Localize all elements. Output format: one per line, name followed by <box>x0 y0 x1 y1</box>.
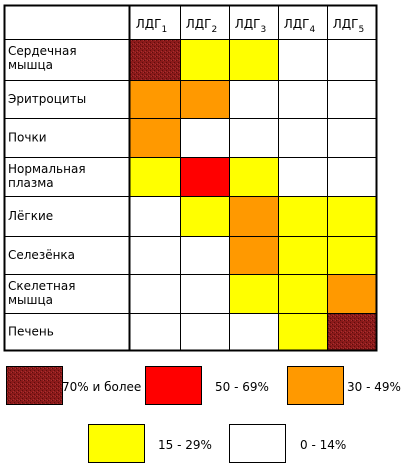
column-header-ldh3: ЛДГ3 <box>235 17 266 35</box>
cell-row7-col2 <box>180 274 229 313</box>
column-header-ldh2: ЛДГ2 <box>186 17 217 35</box>
cell-row3-col5 <box>327 118 376 157</box>
cell-row3-col4 <box>278 118 327 157</box>
cell-row6-col2 <box>180 236 229 274</box>
cell-row4-col1 <box>129 157 180 196</box>
cell-row6-col3 <box>229 236 278 274</box>
row-label-1: Сердечная мышца <box>8 44 77 72</box>
cell-row8-col5 <box>327 313 376 350</box>
cell-row3-col3 <box>229 118 278 157</box>
legend-label-5: 0 - 14% <box>300 438 346 452</box>
legend-swatch-1 <box>6 366 63 405</box>
cell-row4-col3 <box>229 157 278 196</box>
row-label-7: Скелетная мышца <box>8 279 75 307</box>
cell-row7-col1 <box>129 274 180 313</box>
cell-row7-col5 <box>327 274 376 313</box>
cell-row8-col1 <box>129 313 180 350</box>
cell-row5-col3 <box>229 196 278 236</box>
legend-label-2: 50 - 69% <box>215 380 269 394</box>
cell-row6-col1 <box>129 236 180 274</box>
legend-label-4: 15 - 29% <box>158 438 212 452</box>
row-label-6: Селезёнка <box>8 248 75 262</box>
cell-row5-col2 <box>180 196 229 236</box>
row-label-3: Почки <box>8 131 47 145</box>
cell-row2-col3 <box>229 80 278 118</box>
cell-row7-col4 <box>278 274 327 313</box>
legend-label-1: 70% и более <box>62 380 141 394</box>
cell-row1-col2 <box>180 39 229 80</box>
cell-row1-col4 <box>278 39 327 80</box>
cell-row5-col4 <box>278 196 327 236</box>
cell-row8-col2 <box>180 313 229 350</box>
cell-row2-col2 <box>180 80 229 118</box>
cell-row8-col3 <box>229 313 278 350</box>
row-label-4: Нормальная плазма <box>8 162 86 190</box>
cell-row4-col5 <box>327 157 376 196</box>
cell-row4-col2 <box>180 157 229 196</box>
cell-row1-col5 <box>327 39 376 80</box>
legend-swatch-4 <box>88 424 145 463</box>
legend-swatch-2 <box>145 366 202 405</box>
cell-row3-col2 <box>180 118 229 157</box>
column-header-ldh4: ЛДГ4 <box>284 17 316 35</box>
cell-row2-col5 <box>327 80 376 118</box>
cell-row2-col4 <box>278 80 327 118</box>
cell-row5-col1 <box>129 196 180 236</box>
column-header-ldh1: ЛДГ1 <box>136 17 167 35</box>
legend-label-3: 30 - 49% <box>347 380 401 394</box>
cell-row3-col1 <box>129 118 180 157</box>
cell-row6-col4 <box>278 236 327 274</box>
cell-row5-col5 <box>327 196 376 236</box>
row-label-2: Эритроциты <box>8 92 86 106</box>
column-header-ldh5: ЛДГ5 <box>333 17 364 35</box>
cell-row2-col1 <box>129 80 180 118</box>
table-border <box>3 4 378 352</box>
cell-row1-col3 <box>229 39 278 80</box>
cell-row4-col4 <box>278 157 327 196</box>
cell-row8-col4 <box>278 313 327 350</box>
cell-row1-col1 <box>129 39 180 80</box>
legend-swatch-3 <box>287 366 344 405</box>
row-label-8: Печень <box>8 325 54 339</box>
cell-row7-col3 <box>229 274 278 313</box>
legend-swatch-5 <box>229 424 286 463</box>
cell-row6-col5 <box>327 236 376 274</box>
row-label-5: Лёгкие <box>8 209 53 223</box>
